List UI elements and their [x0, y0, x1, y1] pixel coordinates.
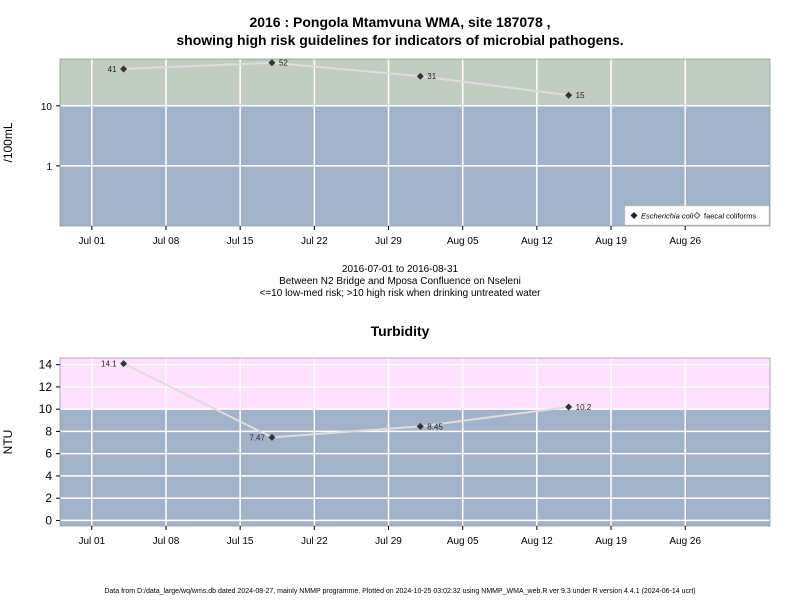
- data-point: [565, 91, 573, 99]
- data-point: [268, 59, 276, 67]
- y-tick-label: 1: [46, 162, 52, 173]
- legend-marker: [693, 212, 701, 219]
- x-tick-label: Aug 05: [447, 236, 479, 247]
- series-line: [123, 61, 569, 97]
- x-tick-label: Jul 15: [227, 236, 254, 247]
- x-tick-label: Aug 26: [669, 236, 701, 247]
- y-axis-label: /100mL: [1, 122, 15, 162]
- x-tick-label: Jul 29: [375, 236, 402, 247]
- x-tick-label: Jul 01: [78, 236, 105, 247]
- chart-title-line1: 2016 : Pongola Mtamvuna WMA, site 187078…: [249, 14, 551, 30]
- data-label: 41: [108, 65, 117, 74]
- chart-title-line2: showing high risk guidelines for indicat…: [176, 32, 624, 48]
- data-point: [416, 72, 424, 80]
- x-tick-label: Aug 12: [521, 236, 553, 247]
- date-range-text: 2016-07-01 to 2016-08-31: [341, 264, 459, 275]
- risk-guideline-text: <=10 low-med risk; >10 high risk when dr…: [259, 288, 541, 299]
- plot-frame: [59, 58, 771, 227]
- microbial-plot-area: Jul 01 Jul 08 Jul 15 Jul 22 Jul 29 Aug 05 Aug …: [1, 58, 771, 247]
- x-tick-label: Jul 22: [301, 236, 328, 247]
- data-label: 31: [427, 72, 436, 81]
- data-label: 52: [279, 59, 288, 68]
- site-description-text: Between N2 Bridge and Mposa Confluence o…: [279, 276, 521, 287]
- footer-note: Data from D:/data_large/wq/wms.db dated …: [104, 588, 696, 595]
- turbidity-title: Turbidity: [370, 323, 430, 339]
- legend-marker: [630, 212, 638, 219]
- x-tick-label: Jul 08: [153, 236, 180, 247]
- y-tick-label: 10: [41, 102, 53, 113]
- legend-label: faecal coliforms: [704, 212, 756, 221]
- data-point: [120, 65, 128, 73]
- x-tick-label: Aug 19: [595, 236, 627, 247]
- data-label: 15: [576, 91, 585, 100]
- legend-label: Escherichia coli: [641, 212, 693, 221]
